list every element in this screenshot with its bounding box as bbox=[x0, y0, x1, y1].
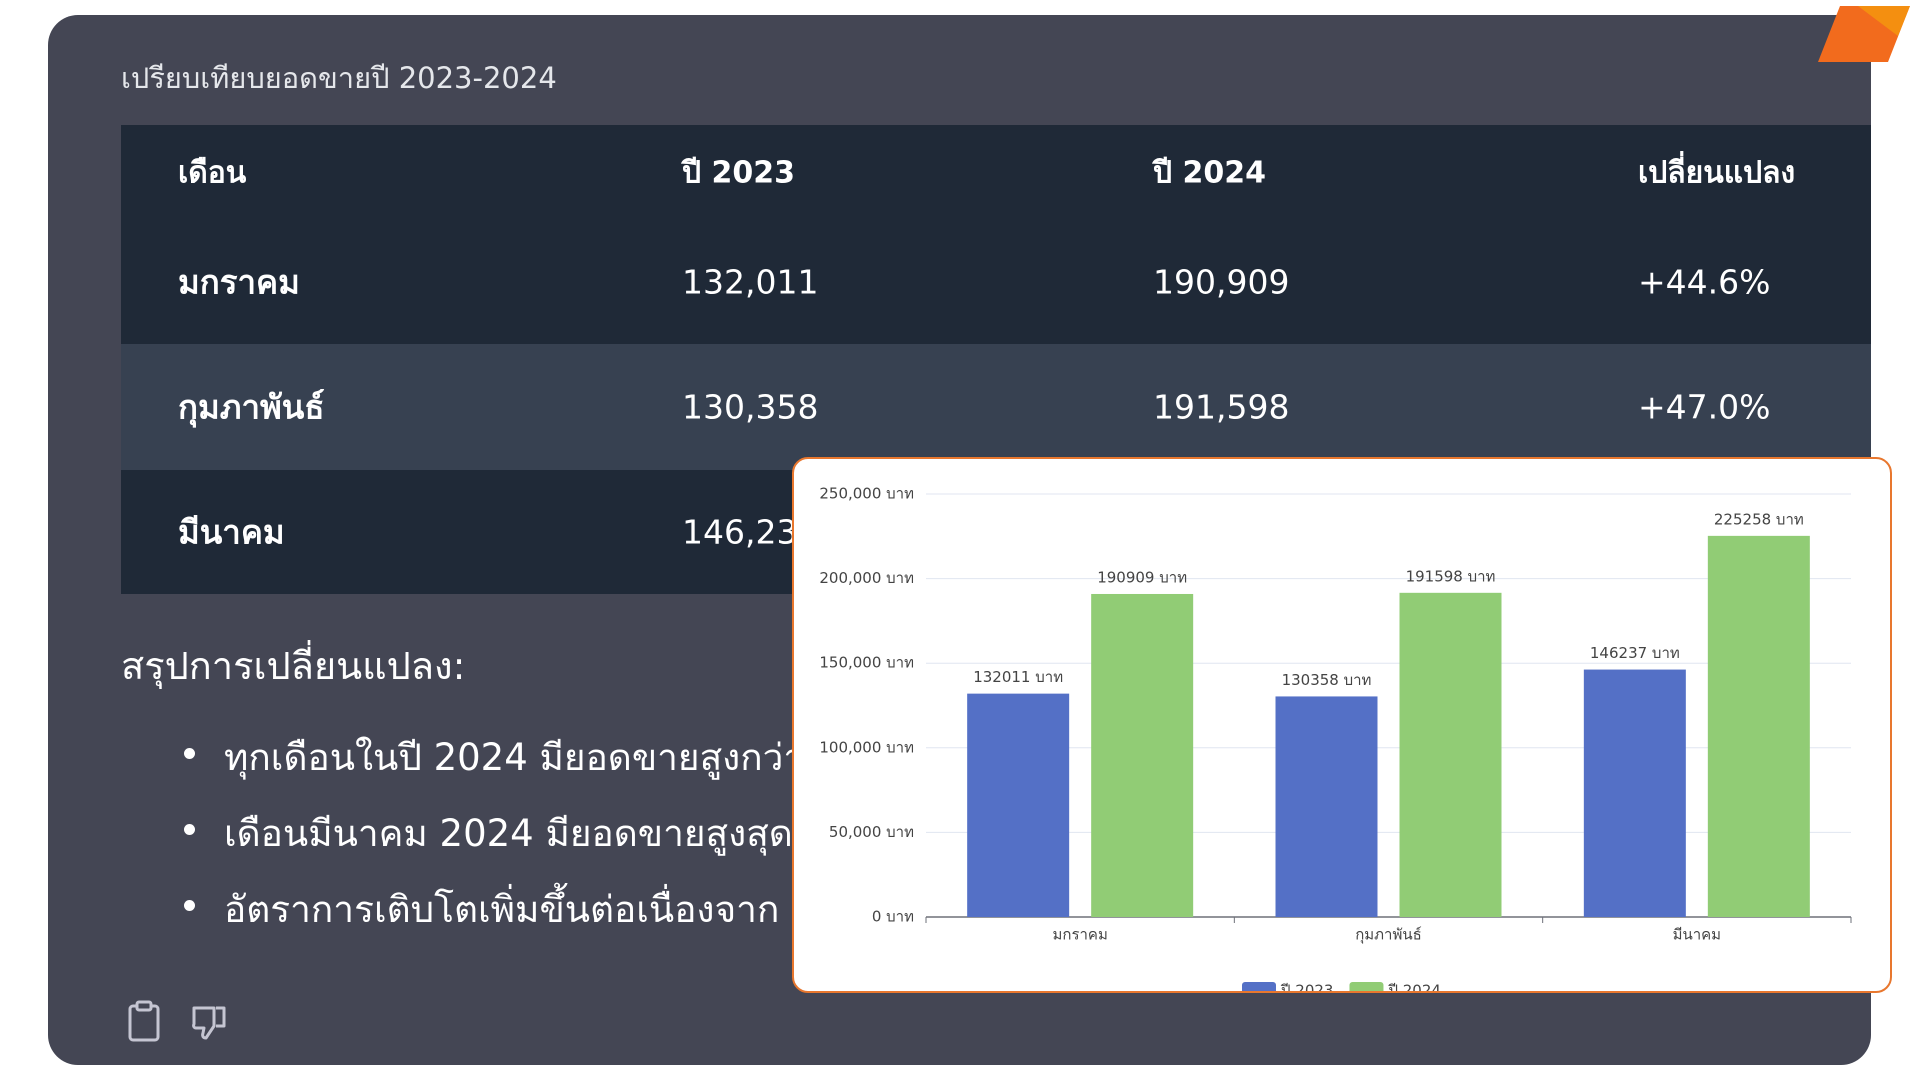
bullet-text: อัตราการเติบโตเพิ่มขึ้นต่อเนื่องจาก 4 bbox=[224, 888, 815, 931]
data-label: 146237 บาท bbox=[1590, 644, 1680, 662]
cell: +47.0% bbox=[1638, 387, 1771, 427]
bar bbox=[1707, 535, 1810, 917]
cell: กุมภาพันธ์ bbox=[178, 387, 325, 427]
data-label: 191598 บาท bbox=[1406, 567, 1496, 585]
x-tick-label: กุมภาพันธ์ bbox=[1355, 926, 1422, 945]
bullet bbox=[184, 748, 195, 759]
y-tick-label: 200,000 บาท bbox=[819, 569, 914, 587]
header-cell: เดือน bbox=[178, 155, 247, 190]
table-row: กุมภาพันธ์ 130,358 191,598 +47.0% bbox=[121, 344, 1871, 470]
copy-icon[interactable] bbox=[126, 1000, 166, 1044]
legend-label: ปี 2024 bbox=[1388, 982, 1441, 992]
cell: มีนาคม bbox=[178, 512, 285, 552]
x-tick-label: มกราคม bbox=[1052, 926, 1107, 944]
bar bbox=[1583, 669, 1686, 917]
y-tick-label: 150,000 บาท bbox=[819, 654, 914, 672]
cell: 191,598 bbox=[1153, 387, 1290, 427]
cell: 130,358 bbox=[682, 387, 819, 427]
cell: 132,011 bbox=[682, 262, 819, 302]
cell: +44.6% bbox=[1638, 262, 1771, 302]
legend-swatch bbox=[1349, 982, 1384, 991]
bullet-text: ทุกเดือนในปี 2024 มียอดขายสูงกว่า bbox=[224, 736, 805, 779]
y-tick-label: 0 บาท bbox=[872, 908, 914, 926]
table-row: มกราคม 132,011 190,909 +44.6% bbox=[121, 220, 1871, 344]
bullet bbox=[184, 900, 195, 911]
chart-card: 0 บาท 50,000 บาท 100,000 บาท 150,000 บาท 200… bbox=[792, 457, 1892, 993]
header-cell: ปี 2023 bbox=[682, 155, 795, 190]
data-label: 225258 บาท bbox=[1714, 510, 1804, 528]
bar bbox=[967, 693, 1070, 917]
y-tick-label: 250,000 บาท bbox=[819, 485, 914, 503]
x-tick-label: มีนาคม bbox=[1673, 926, 1722, 944]
corner-decoration bbox=[1818, 6, 1910, 62]
data-label: 190909 บาท bbox=[1097, 568, 1187, 586]
thumbs-down-icon[interactable] bbox=[190, 1002, 230, 1042]
y-tick-label: 50,000 บาท bbox=[829, 823, 914, 841]
y-tick-label: 100,000 บาท bbox=[819, 738, 914, 756]
bar bbox=[1399, 592, 1502, 917]
data-label: 132011 บาท bbox=[973, 668, 1063, 686]
legend-swatch bbox=[1242, 982, 1276, 991]
table-header: เดือน ปี 2023 ปี 2024 เปลี่ยนแปลง bbox=[121, 125, 1871, 221]
bar bbox=[1275, 696, 1378, 917]
chart: 0 บาท 50,000 บาท 100,000 บาท 150,000 บาท 200… bbox=[819, 485, 1852, 992]
title: เปรียบเทียบยอดขายปี 2023-2024 bbox=[121, 61, 557, 95]
legend-label: ปี 2023 bbox=[1280, 982, 1333, 992]
bullet-text: เดือนมีนาคม 2024 มียอดขายสูงสุดที่ bbox=[224, 812, 818, 855]
bullet bbox=[184, 824, 195, 835]
header-cell: ปี 2024 bbox=[1153, 155, 1266, 190]
cell: มกราคม bbox=[178, 262, 300, 302]
data-label: 130358 บาท bbox=[1282, 671, 1372, 689]
summary-heading: สรุปการเปลี่ยนแปลง: bbox=[121, 644, 466, 688]
header-cell: เปลี่ยนแปลง bbox=[1638, 155, 1796, 190]
cell: 190,909 bbox=[1153, 262, 1290, 302]
bar bbox=[1091, 593, 1194, 917]
